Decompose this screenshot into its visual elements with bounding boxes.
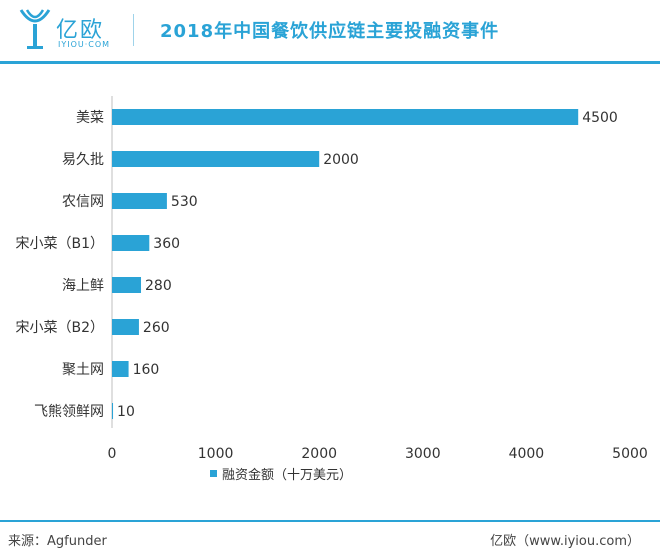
credit-text: 亿欧（www.iyiou.com） [490,534,640,549]
x-tick-label: 0 [108,446,117,462]
x-tick-label: 5000 [612,446,648,462]
data-label: 260 [143,320,170,336]
legend-label: 融资金额（十万美元） [222,467,352,483]
category-label: 飞熊领鲜网 [34,404,104,420]
data-label: 530 [171,194,198,210]
category-label: 海上鲜 [62,278,104,294]
header-rule [0,61,660,64]
x-tick-label: 2000 [301,446,337,462]
category-label: 聚土网 [62,362,104,378]
logo-text: 亿欧 [56,18,105,43]
category-label: 美菜 [76,110,104,126]
category-label: 农信网 [62,194,104,210]
bar [112,403,114,419]
logo-subtext: IYIOU·COM [58,40,111,49]
bar [112,319,139,335]
data-label: 360 [153,236,180,252]
legend-swatch [210,470,217,477]
bar [112,109,579,125]
bar [112,361,129,377]
category-label: 宋小菜（B2） [15,320,104,336]
bar [112,151,320,167]
source-text: 来源：Agfunder [8,534,107,549]
page-title: 2018年中国餐饮供应链主要投融资事件 [160,21,500,42]
header-divider [133,14,134,46]
bar [112,193,167,209]
x-tick-label: 4000 [509,446,545,462]
category-label: 宋小菜（B1） [15,236,104,252]
category-label: 易久批 [62,152,104,168]
footer-rule [0,520,660,522]
iyiou-logo: 亿欧 IYIOU·COM [18,6,128,54]
data-label: 2000 [323,152,359,168]
x-tick-label: 3000 [405,446,441,462]
data-label: 160 [133,362,160,378]
bar-chart: 美菜 4500 易久批 2000 农信网 530 宋小菜（B1） 360 海上鲜 280 宋小菜（B… [15,96,648,483]
data-label: 4500 [582,110,618,126]
iyiou-logo-mark-icon [19,9,51,49]
data-label: 10 [117,404,135,420]
bar [112,235,150,251]
bar [112,277,142,293]
header: 亿欧 IYIOU·COM 2018年中国餐饮供应链主要投融资事件 [0,0,660,60]
data-label: 280 [145,278,172,294]
x-tick-label: 1000 [198,446,234,462]
